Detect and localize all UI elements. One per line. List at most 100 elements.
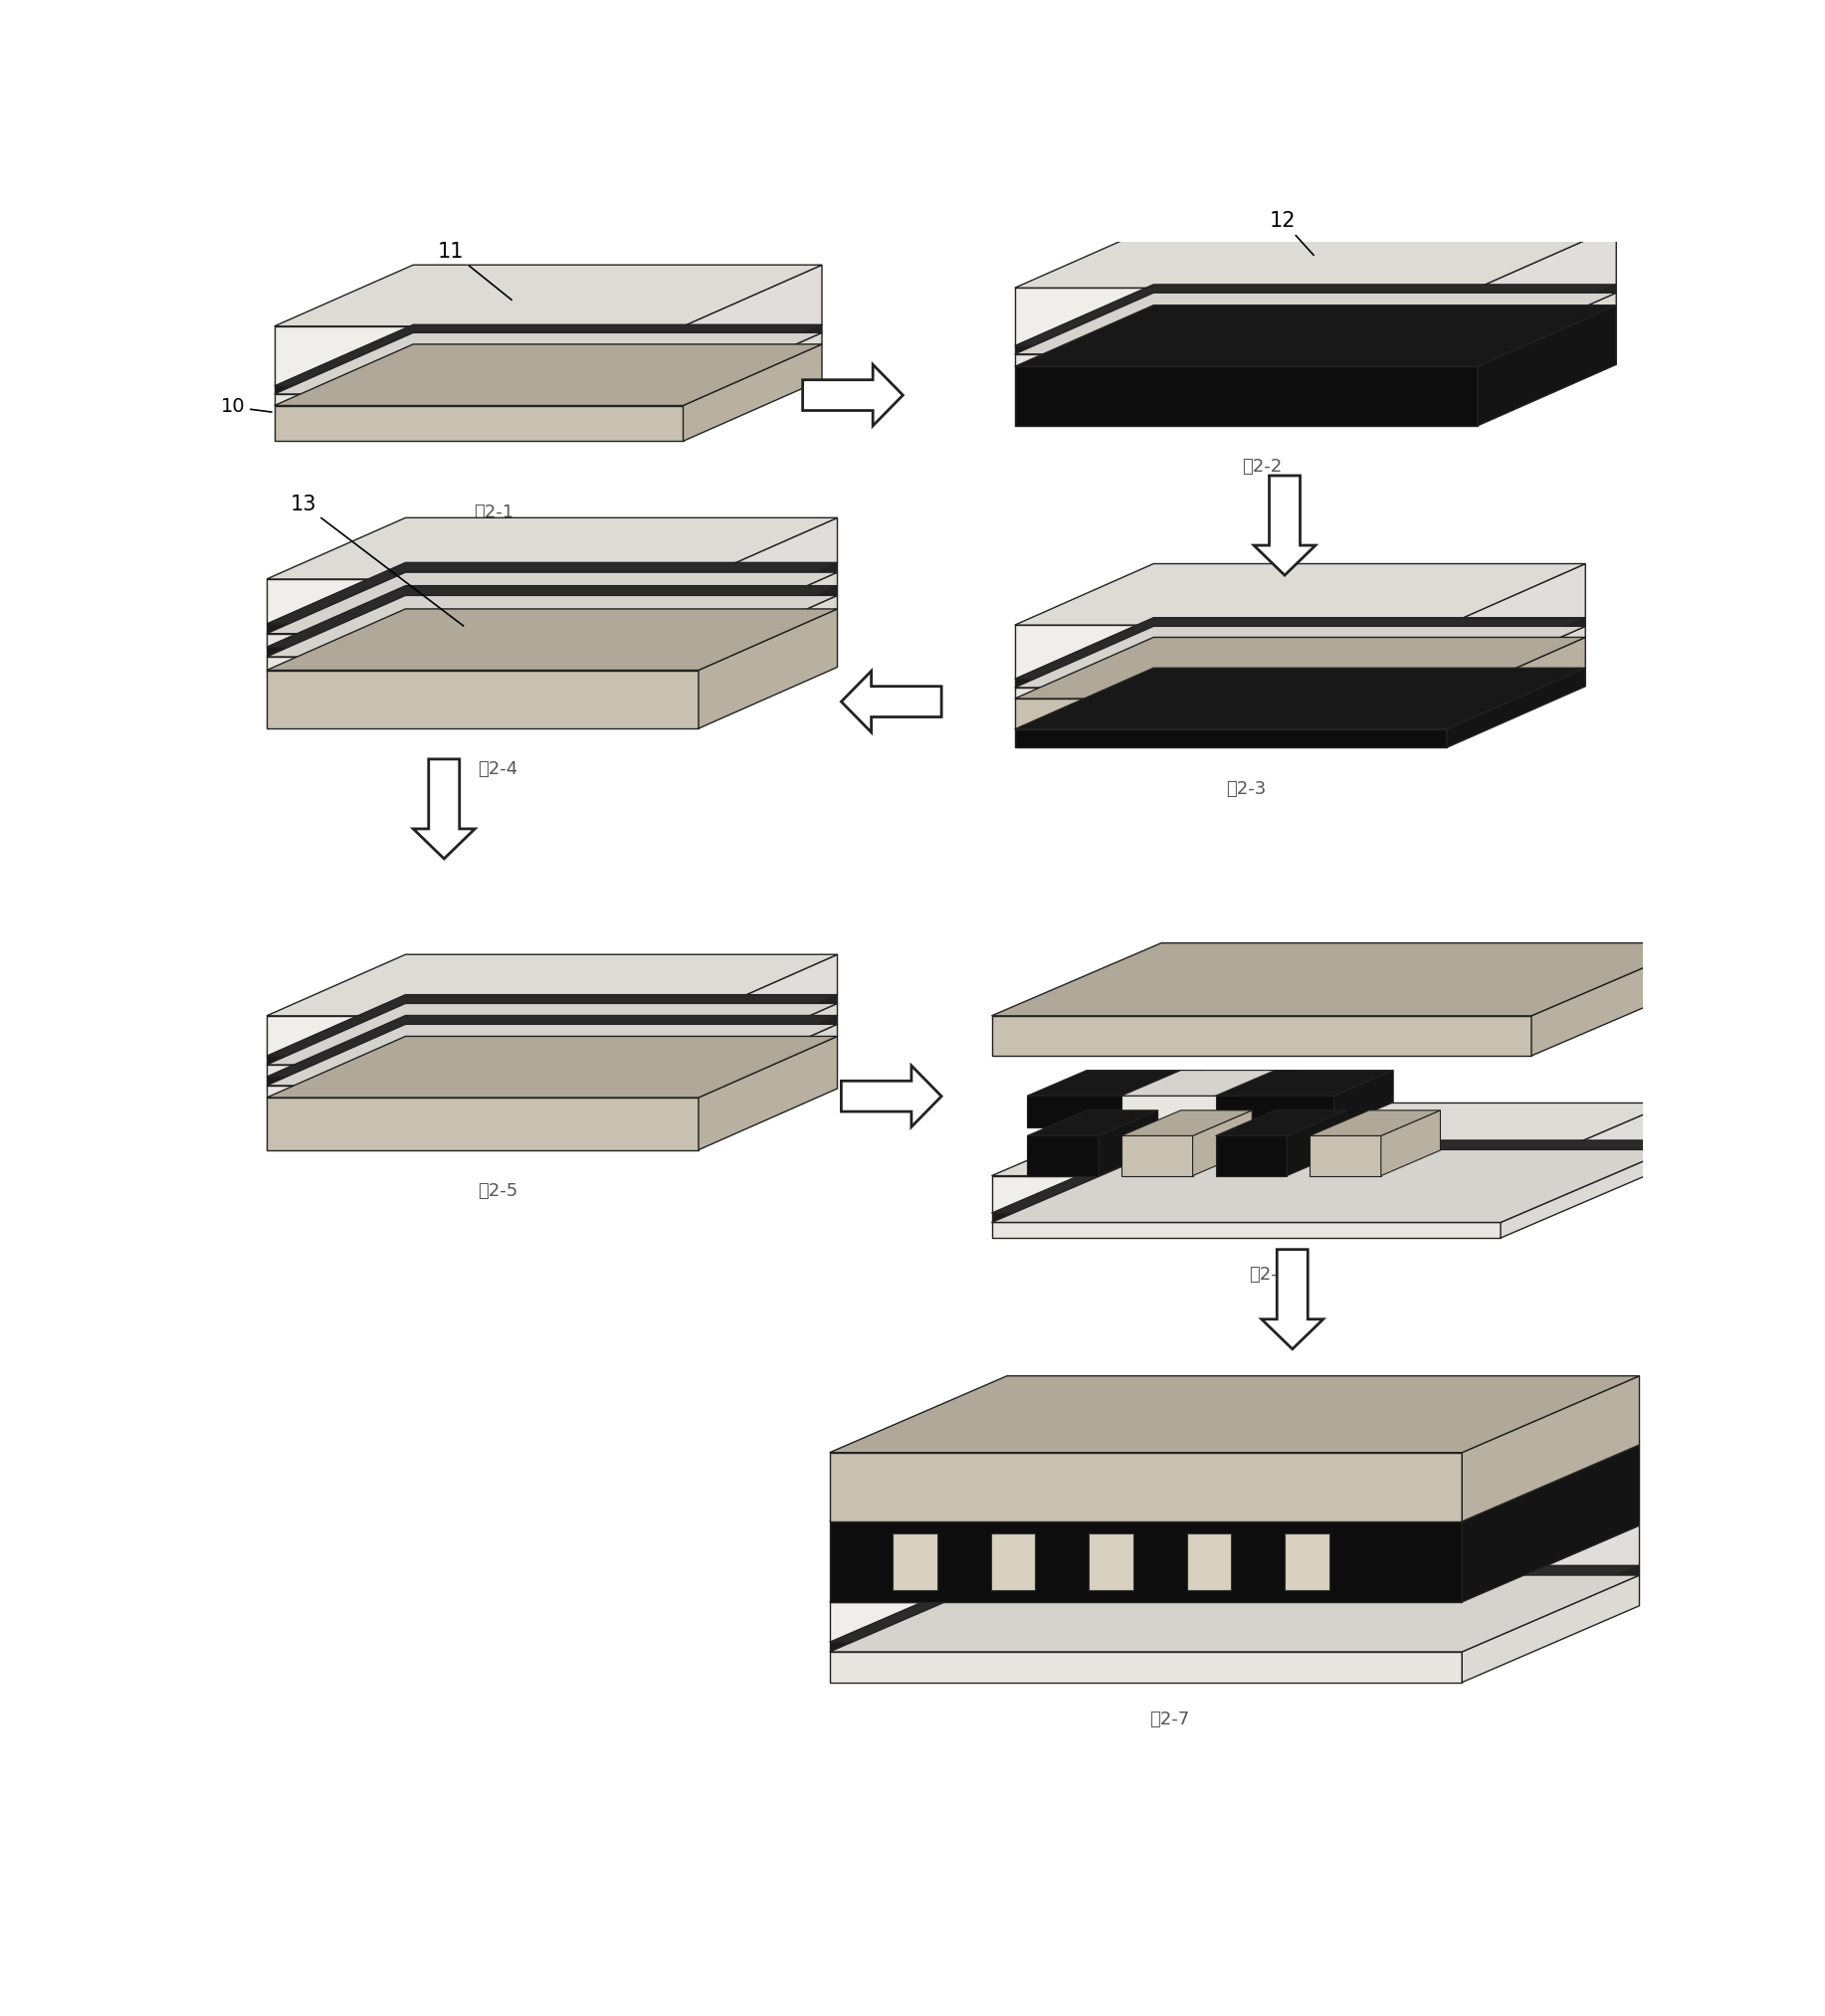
Polygon shape: [1215, 1135, 1287, 1175]
Polygon shape: [683, 325, 821, 393]
Polygon shape: [1215, 1097, 1334, 1127]
Polygon shape: [1478, 226, 1617, 347]
Polygon shape: [1015, 288, 1478, 347]
Polygon shape: [991, 1149, 1670, 1222]
Polygon shape: [266, 1085, 699, 1097]
Polygon shape: [1015, 627, 1586, 687]
Polygon shape: [699, 573, 838, 647]
Polygon shape: [266, 579, 699, 623]
Polygon shape: [1287, 1111, 1347, 1175]
Polygon shape: [266, 573, 838, 633]
Text: 11: 11: [438, 242, 511, 300]
Polygon shape: [1447, 667, 1586, 748]
Polygon shape: [1462, 1526, 1639, 1643]
Polygon shape: [1015, 637, 1586, 700]
Polygon shape: [1015, 625, 1447, 679]
Polygon shape: [1121, 1097, 1239, 1127]
Polygon shape: [830, 1574, 1639, 1651]
Polygon shape: [1015, 355, 1478, 367]
Polygon shape: [699, 609, 838, 728]
Polygon shape: [274, 333, 821, 393]
Polygon shape: [991, 1222, 1500, 1238]
Polygon shape: [1027, 1111, 1157, 1135]
Polygon shape: [1015, 679, 1447, 687]
Polygon shape: [266, 657, 699, 669]
Polygon shape: [1478, 304, 1617, 425]
Polygon shape: [699, 954, 838, 1056]
Text: 图2-2: 图2-2: [1241, 458, 1281, 476]
Polygon shape: [830, 1445, 1639, 1522]
Polygon shape: [266, 1036, 838, 1097]
Polygon shape: [830, 1526, 1639, 1603]
Polygon shape: [1015, 687, 1447, 700]
Polygon shape: [991, 1103, 1670, 1175]
Polygon shape: [266, 954, 838, 1016]
Polygon shape: [1310, 1111, 1440, 1135]
Polygon shape: [841, 1066, 942, 1127]
Polygon shape: [266, 595, 838, 657]
Polygon shape: [699, 562, 838, 633]
Polygon shape: [1254, 476, 1316, 575]
Polygon shape: [1121, 1111, 1252, 1135]
Polygon shape: [1015, 667, 1586, 730]
Text: 12: 12: [1268, 212, 1314, 256]
Polygon shape: [699, 1004, 838, 1077]
Polygon shape: [274, 327, 683, 385]
Polygon shape: [266, 562, 838, 623]
Polygon shape: [1015, 700, 1447, 730]
Polygon shape: [1462, 1566, 1639, 1651]
Polygon shape: [266, 669, 699, 728]
Polygon shape: [1015, 617, 1586, 679]
Polygon shape: [1462, 1445, 1639, 1603]
Polygon shape: [699, 1024, 838, 1097]
Polygon shape: [274, 264, 821, 327]
Polygon shape: [1334, 1070, 1392, 1127]
Text: 10: 10: [221, 397, 272, 417]
Text: 图2-5: 图2-5: [478, 1181, 518, 1200]
Polygon shape: [266, 1077, 699, 1085]
Polygon shape: [1146, 1070, 1204, 1127]
Polygon shape: [683, 333, 821, 405]
Polygon shape: [1121, 1135, 1194, 1175]
Polygon shape: [1285, 1534, 1329, 1591]
Polygon shape: [1027, 1070, 1204, 1097]
Text: 15: 15: [1243, 1383, 1303, 1484]
Polygon shape: [699, 595, 838, 669]
Polygon shape: [1215, 1111, 1347, 1135]
Polygon shape: [1462, 1574, 1639, 1683]
Polygon shape: [1027, 1097, 1146, 1127]
Polygon shape: [1478, 284, 1617, 355]
Polygon shape: [830, 1651, 1462, 1683]
Polygon shape: [830, 1375, 1639, 1452]
Polygon shape: [266, 609, 838, 669]
Polygon shape: [1015, 347, 1478, 355]
Polygon shape: [1447, 564, 1586, 679]
Polygon shape: [1015, 226, 1617, 288]
Polygon shape: [1015, 730, 1447, 748]
Polygon shape: [1015, 304, 1617, 367]
Polygon shape: [1531, 943, 1701, 1056]
Polygon shape: [683, 345, 821, 442]
Polygon shape: [1215, 1070, 1392, 1097]
Polygon shape: [1261, 1250, 1323, 1349]
Polygon shape: [1194, 1111, 1252, 1175]
Polygon shape: [1015, 564, 1586, 625]
Polygon shape: [1239, 1070, 1299, 1127]
Polygon shape: [266, 994, 838, 1056]
Polygon shape: [1500, 1149, 1670, 1238]
Polygon shape: [991, 943, 1701, 1016]
Polygon shape: [266, 587, 838, 647]
Polygon shape: [266, 1097, 699, 1149]
Polygon shape: [699, 518, 838, 623]
Polygon shape: [1015, 367, 1478, 425]
Polygon shape: [699, 1036, 838, 1149]
Text: 图2-1: 图2-1: [474, 504, 515, 522]
Polygon shape: [841, 671, 942, 732]
Polygon shape: [991, 1175, 1500, 1214]
Polygon shape: [991, 1214, 1500, 1222]
Polygon shape: [1462, 1375, 1639, 1522]
Polygon shape: [266, 623, 699, 633]
Polygon shape: [266, 518, 838, 579]
Polygon shape: [1447, 637, 1586, 730]
Polygon shape: [892, 1534, 938, 1591]
